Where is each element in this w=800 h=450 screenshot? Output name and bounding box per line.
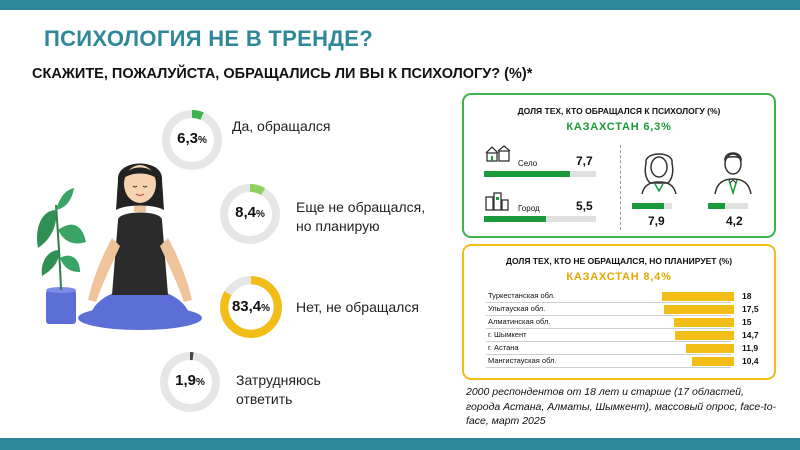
footnote: 2000 респондентов от 18 лет и старше (17… — [466, 386, 777, 427]
donut-unsure-value: 1,9 — [175, 372, 196, 389]
answer-unsure-label: Затрудняюсь ответить — [236, 372, 321, 407]
region-row: Алматинская обл. 15 — [484, 316, 759, 329]
visited-panel-subtitle: КАЗАХСТАН 6,3% — [566, 121, 672, 133]
woman-meditating-icon — [78, 163, 202, 330]
region-row: Туркестанская обл. 18 — [484, 290, 759, 303]
donut-track — [220, 184, 280, 244]
region-value: 15 — [742, 317, 752, 327]
region-bar — [662, 292, 734, 301]
gender-bar-man — [708, 203, 725, 209]
region-bar — [674, 318, 734, 327]
donut-slice — [160, 352, 220, 412]
donut-no-value: 83,4 — [231, 298, 262, 315]
woman-icon — [641, 153, 677, 195]
region-name: Мангистауская обл. — [488, 356, 557, 365]
region-value: 11,9 — [742, 343, 759, 353]
region-bar — [692, 357, 734, 366]
donut-no: 83,4% — [218, 274, 284, 340]
donut-unsure: 1,9% — [158, 350, 222, 414]
planning-panel-title: ДОЛЯ ТЕХ, КТО НЕ ОБРАЩАЛСЯ, НО ПЛАНИРУЕТ… — [505, 256, 733, 266]
region-value: 17,5 — [742, 304, 759, 314]
settlement-label-village: Село — [518, 159, 538, 168]
visited-panel: ДОЛЯ ТЕХ, КТО ОБРАЩАЛСЯ К ПСИХОЛОГУ (%) … — [462, 93, 776, 238]
region-bar — [664, 305, 734, 314]
region-row: г. Шымкент 14,7 — [484, 329, 759, 342]
page-title: ПСИХОЛОГИЯ НЕ В ТРЕНДЕ? — [44, 26, 373, 51]
region-value: 18 — [742, 291, 752, 301]
gender-bar-woman — [632, 203, 664, 209]
survey-question: СКАЖИТЕ, ПОЖАЛУЙСТА, ОБРАЩАЛИСЬ ЛИ ВЫ К … — [32, 66, 533, 82]
planning-panel-subtitle: КАЗАХСТАН 8,4% — [566, 271, 672, 283]
village-icon — [485, 145, 511, 162]
region-name: г. Шымкент — [488, 330, 527, 339]
region-value: 14,7 — [742, 330, 759, 340]
region-baseline — [486, 302, 731, 303]
region-baseline — [486, 367, 731, 368]
answer-no-label: Нет, не обращался — [296, 299, 419, 315]
percent-unit: % — [197, 135, 207, 146]
region-row: г. Астана 11,9 — [484, 342, 759, 355]
gender-track-woman — [632, 203, 672, 209]
settlement-track-village — [484, 171, 596, 177]
gender-value-woman: 7,9 — [648, 214, 665, 228]
region-row: Мангистауская обл. 10,4 — [484, 355, 759, 368]
bottom-accent-bar — [0, 438, 800, 450]
settlement-value-city: 5,5 — [576, 199, 593, 213]
percent-unit: % — [195, 377, 205, 388]
top-accent-bar — [0, 0, 800, 10]
meditation-illustration — [36, 163, 202, 330]
donut-planning: 8,4% — [218, 182, 282, 246]
donut-yes: 6,3% — [160, 108, 224, 172]
region-baseline — [486, 315, 731, 316]
donut-yes-value: 6,3 — [177, 130, 198, 147]
percent-unit: % — [261, 303, 271, 314]
region-name: Улытауская обл. — [488, 304, 546, 313]
gender-value-man: 4,2 — [726, 214, 743, 228]
settlement-bar-village — [484, 171, 571, 177]
region-name: Алматинская обл. — [488, 317, 551, 326]
planning-panel: ДОЛЯ ТЕХ, КТО НЕ ОБРАЩАЛСЯ, НО ПЛАНИРУЕТ… — [462, 244, 776, 380]
panel-divider — [620, 145, 621, 230]
region-row: Улытауская обл. 17,5 — [484, 303, 759, 316]
city-icon — [485, 192, 509, 211]
visited-panel-title: ДОЛЯ ТЕХ, КТО ОБРАЩАЛСЯ К ПСИХОЛОГУ (%) — [517, 106, 721, 116]
donut-planning-value: 8,4 — [235, 204, 256, 221]
region-bar — [686, 344, 734, 353]
region-baseline — [486, 341, 731, 342]
settlement-value-village: 7,7 — [576, 154, 593, 168]
donut-slice — [162, 110, 222, 170]
donut-slice — [220, 276, 282, 338]
settlement-track-city — [484, 216, 596, 222]
settlement-bar-city — [484, 216, 546, 222]
region-baseline — [486, 328, 731, 329]
region-name: г. Астана — [488, 343, 519, 352]
plant-icon — [36, 188, 86, 324]
region-name: Туркестанская обл. — [488, 291, 556, 300]
answer-planning-label: Еще не обращался, но планирую — [296, 199, 426, 234]
region-baseline — [486, 354, 731, 355]
region-value: 10,4 — [742, 356, 759, 366]
region-bar — [675, 331, 734, 340]
percent-unit: % — [255, 209, 265, 220]
settlement-label-city: Город — [518, 204, 540, 213]
man-icon — [714, 152, 752, 195]
gender-track-man — [708, 203, 748, 209]
answer-yes-label: Да, обращался — [232, 118, 331, 134]
